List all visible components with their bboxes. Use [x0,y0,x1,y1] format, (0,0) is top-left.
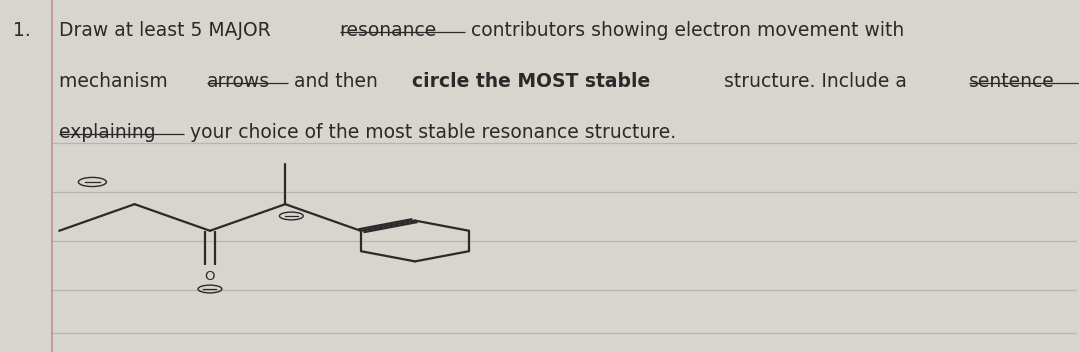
Text: arrows: arrows [207,72,270,91]
Text: explaining: explaining [59,123,155,142]
Text: structure. Include a: structure. Include a [719,72,913,91]
Text: contributors showing electron movement with: contributors showing electron movement w… [465,21,904,40]
Text: and then: and then [288,72,384,91]
Text: mechanism: mechanism [59,72,174,91]
Text: Draw at least 5 MAJOR: Draw at least 5 MAJOR [59,21,277,40]
Text: your choice of the most stable resonance structure.: your choice of the most stable resonance… [183,123,675,142]
Text: circle the MOST stable: circle the MOST stable [412,72,650,91]
Text: sentence: sentence [969,72,1055,91]
Text: resonance: resonance [340,21,437,40]
Text: 1.: 1. [13,21,30,40]
Text: O: O [205,270,215,283]
